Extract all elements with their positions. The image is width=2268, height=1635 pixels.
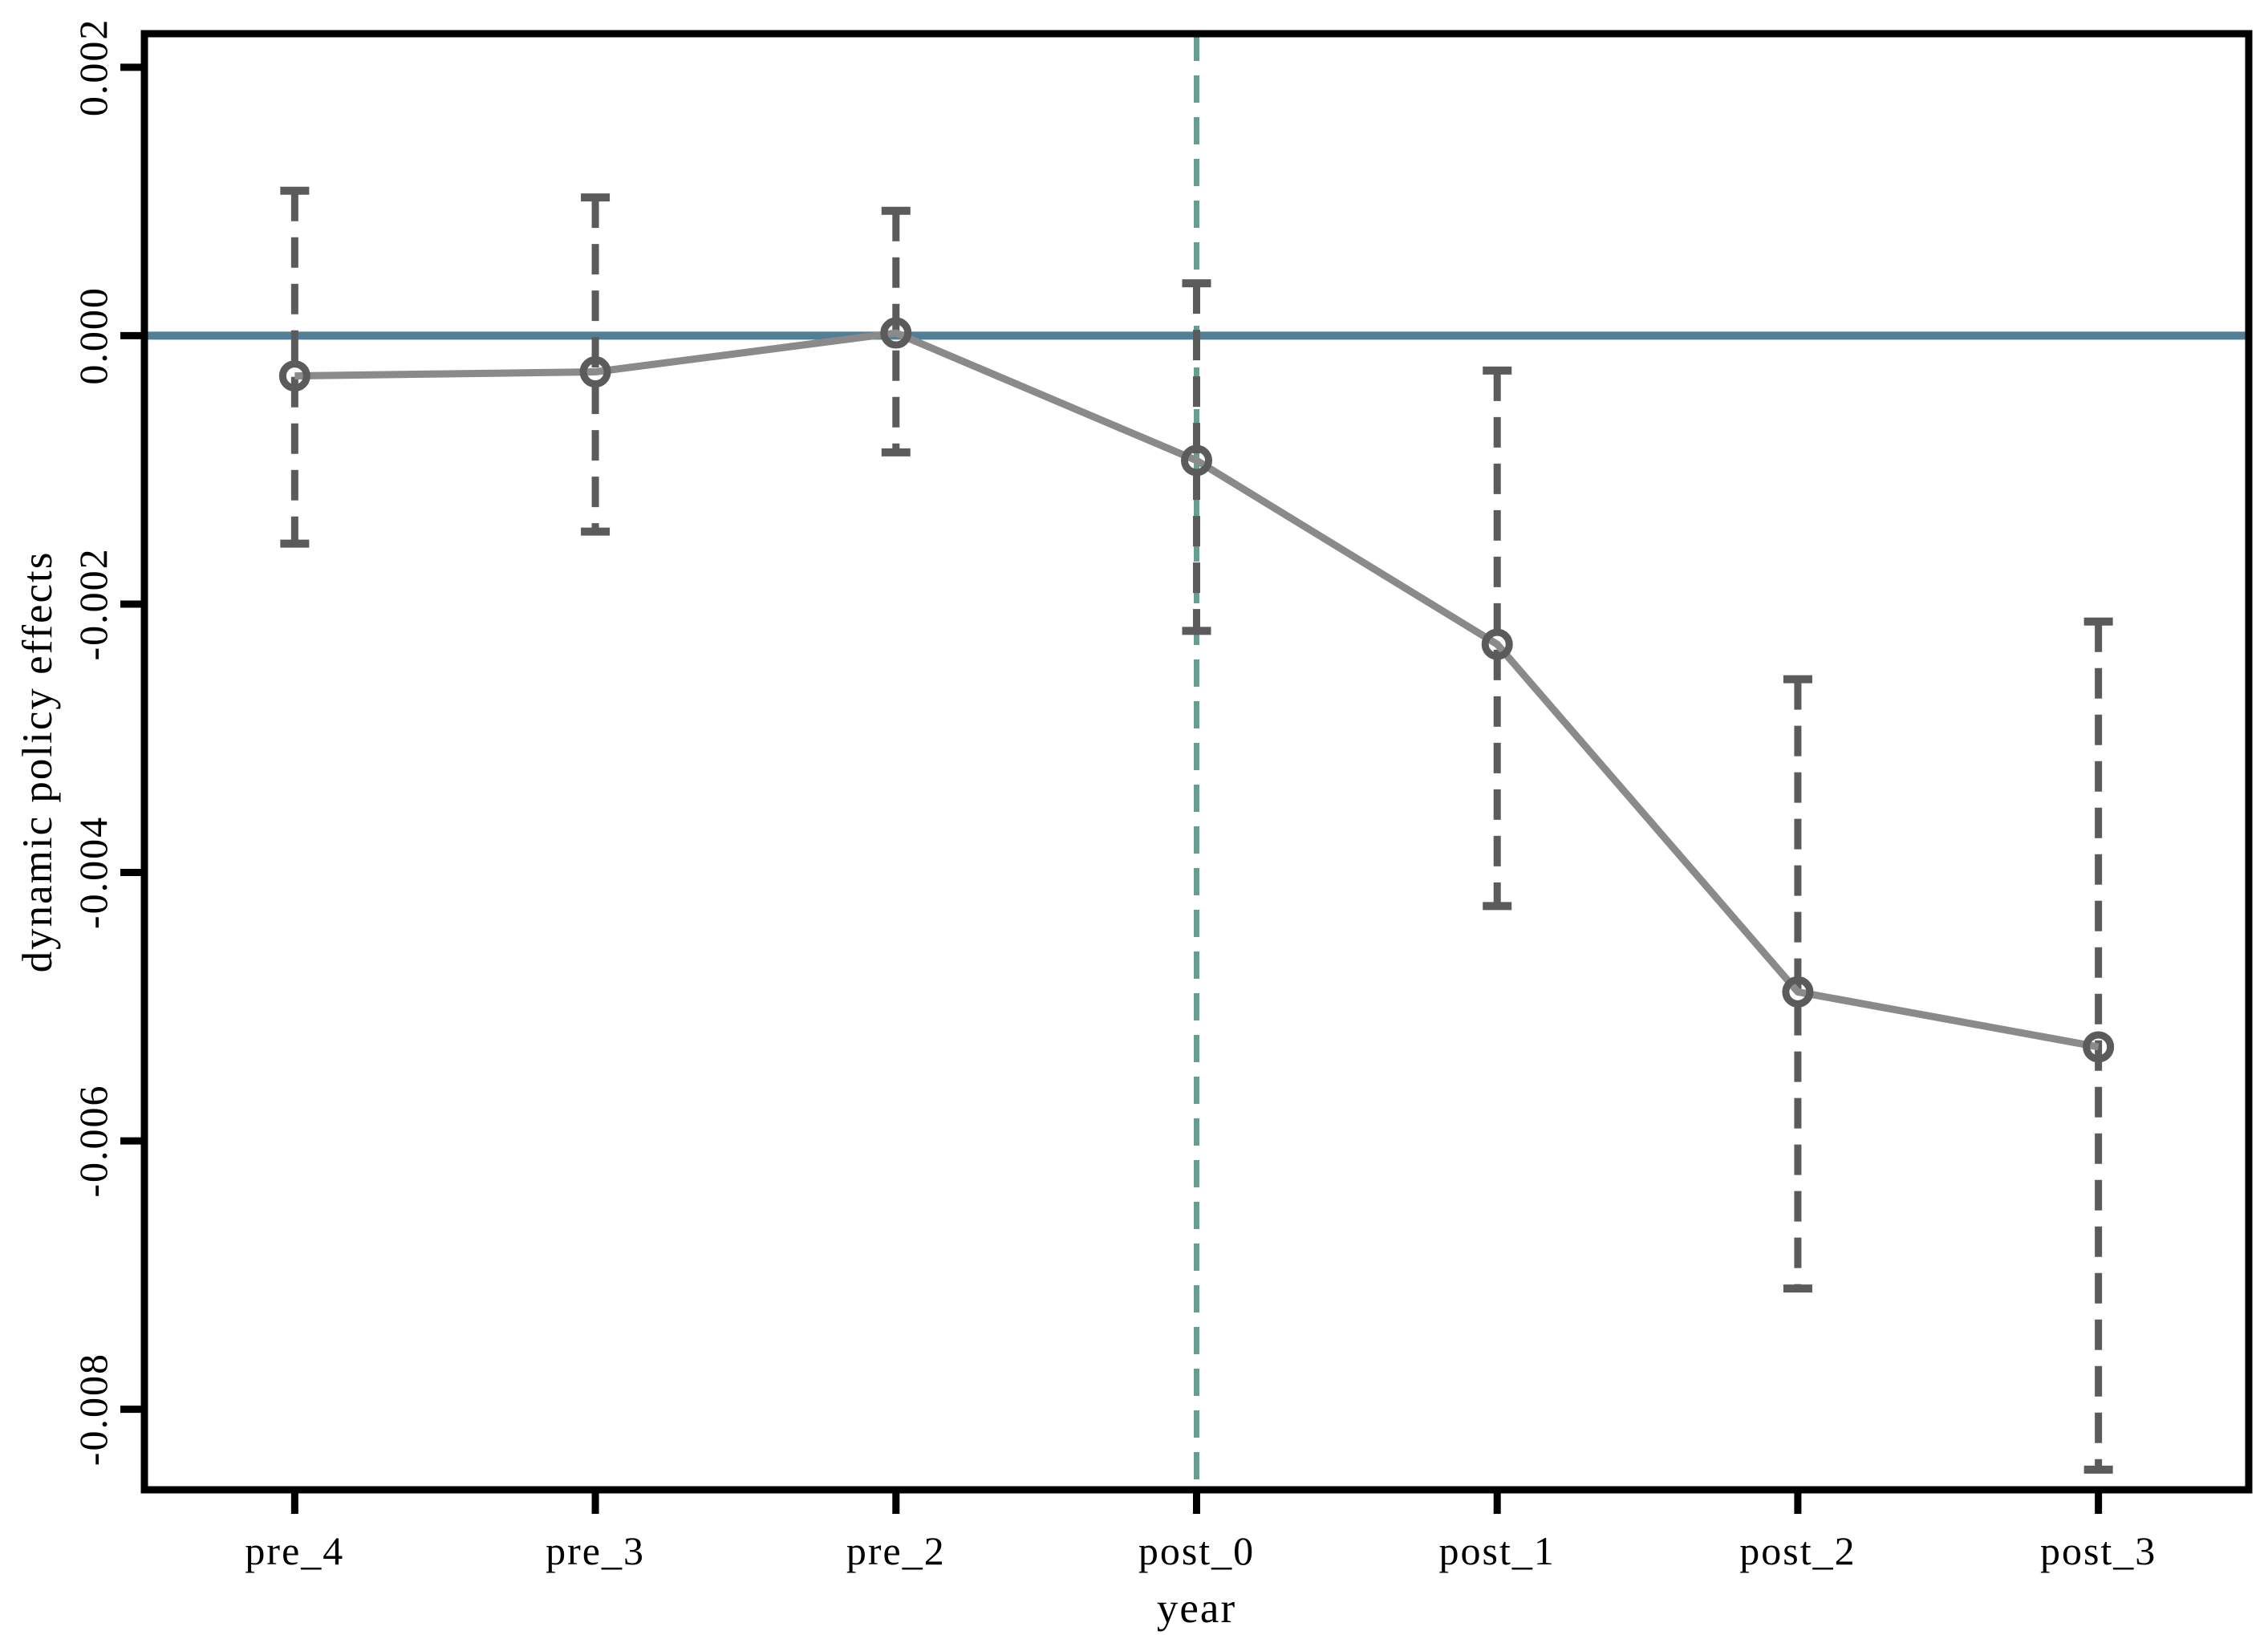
y-tick-label: -0.002 bbox=[71, 547, 116, 660]
estimate-marker-post_1 bbox=[1481, 628, 1513, 660]
x-tick-label-post_2: post_2 bbox=[1739, 1528, 1856, 1573]
y-tick-label: 0.000 bbox=[71, 286, 116, 385]
x-tick-label-post_1: post_1 bbox=[1439, 1528, 1556, 1573]
x-tick-label-pre_3: pre_3 bbox=[546, 1528, 645, 1573]
x-axis-title: year bbox=[1157, 1585, 1236, 1632]
estimate-marker-pre_4 bbox=[278, 360, 310, 392]
x-tick-label-pre_2: pre_2 bbox=[846, 1528, 946, 1573]
y-tick-label: -0.008 bbox=[71, 1353, 116, 1466]
estimate-marker-pre_2 bbox=[880, 317, 912, 349]
estimate-marker-post_3 bbox=[2083, 1031, 2115, 1063]
y-tick-label: -0.004 bbox=[71, 816, 116, 929]
estimate-line bbox=[294, 329, 2100, 1051]
x-tick-label-post_3: post_3 bbox=[2040, 1528, 2156, 1573]
estimate-marker-pre_3 bbox=[579, 356, 611, 388]
y-tick-label: 0.002 bbox=[71, 18, 116, 117]
x-tick-label-post_0: post_0 bbox=[1138, 1528, 1255, 1573]
x-tick-label-pre_4: pre_4 bbox=[245, 1528, 344, 1573]
y-axis-title: dynamic policy effects bbox=[14, 551, 61, 973]
estimate-marker-post_2 bbox=[1782, 976, 1814, 1008]
estimate-marker-post_0 bbox=[1181, 444, 1212, 477]
y-tick-label: -0.006 bbox=[71, 1084, 116, 1197]
